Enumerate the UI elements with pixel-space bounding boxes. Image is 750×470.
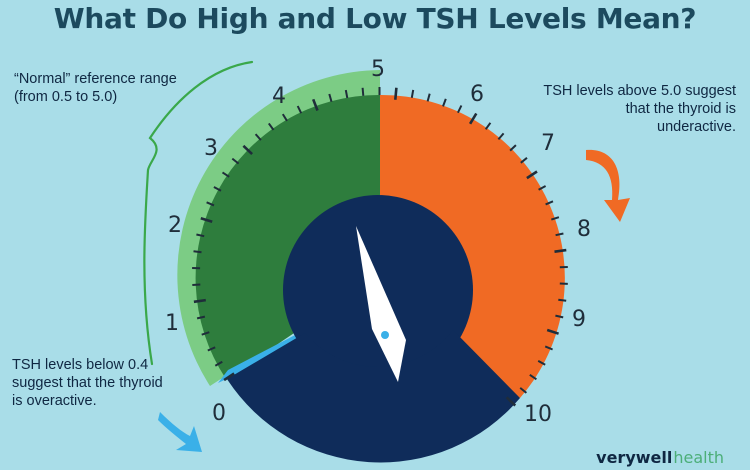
tick-mark xyxy=(207,346,216,352)
tick-mark xyxy=(550,216,560,221)
gauge-lower-body xyxy=(227,330,520,463)
tick-mark xyxy=(196,233,205,238)
brand-strong: verywell xyxy=(596,448,673,467)
page-title: What Do High and Low TSH Levels Mean? xyxy=(53,2,697,35)
high-note-line-3: underactive. xyxy=(657,119,736,135)
tick-mark xyxy=(196,315,206,320)
tick-mark xyxy=(457,105,463,114)
tick-mark xyxy=(344,89,349,99)
tick-mark xyxy=(200,216,213,224)
tick-mark xyxy=(231,157,240,165)
tick-mark xyxy=(267,122,275,131)
tick-mark xyxy=(394,87,398,100)
needle-pivot xyxy=(381,331,389,339)
high-note-line-1: TSH levels above 5.0 suggest xyxy=(543,83,736,99)
tick-mark xyxy=(221,171,230,178)
tick-mark xyxy=(201,331,210,336)
tick-label-8: 8 xyxy=(577,217,591,242)
tick-mark xyxy=(558,298,567,302)
low-note-line-1: TSH levels below 0.4 xyxy=(12,357,149,373)
high-level-note: TSH levels above 5.0 suggest that the th… xyxy=(543,82,736,136)
tick-label-3: 3 xyxy=(204,136,218,161)
tick-mark xyxy=(254,133,262,141)
normal-range-fill xyxy=(195,94,380,379)
tick-label-1: 1 xyxy=(165,311,179,336)
tick-mark xyxy=(468,112,478,125)
tick-mark xyxy=(214,360,223,367)
high-range-fill xyxy=(380,94,565,399)
tick-mark xyxy=(311,98,319,111)
tick-mark xyxy=(328,93,333,102)
tick-mark xyxy=(442,98,447,107)
tick-mark xyxy=(223,372,235,382)
tick-mark xyxy=(555,232,564,237)
brand-logo: verywellhealth xyxy=(596,448,724,467)
high-arrow-icon xyxy=(586,149,630,222)
low-range-wedge xyxy=(218,322,320,383)
gauge-ticks xyxy=(192,87,568,407)
tick-mark xyxy=(426,93,431,102)
tick-mark xyxy=(296,105,303,114)
tick-mark xyxy=(526,170,538,180)
tick-mark xyxy=(206,201,215,207)
tick-mark xyxy=(529,373,537,381)
tick-mark xyxy=(537,360,546,366)
low-note-line-2: suggest that the thyroid xyxy=(12,375,163,391)
tick-label-9: 9 xyxy=(572,307,586,332)
tick-mark xyxy=(555,314,564,319)
tick-mark xyxy=(213,186,222,192)
brand-light: health xyxy=(673,448,724,467)
normal-range-brace xyxy=(143,60,254,366)
gauge-needle xyxy=(356,226,406,382)
tick-label-4: 4 xyxy=(272,84,286,109)
tick-mark xyxy=(509,144,517,152)
tick-mark xyxy=(519,387,528,394)
tick-mark xyxy=(546,328,560,335)
tick-mark xyxy=(361,87,365,96)
normal-range-note: “Normal” reference range (from 0.5 to 5.… xyxy=(14,70,177,106)
low-level-note: TSH levels below 0.4 suggest that the th… xyxy=(12,356,163,410)
tick-label-5: 5 xyxy=(371,57,385,82)
low-arrow-icon xyxy=(158,412,202,452)
tick-mark xyxy=(193,298,206,304)
tick-label-2: 2 xyxy=(168,213,182,238)
tick-mark xyxy=(545,200,554,206)
tick-mark xyxy=(520,157,528,164)
tick-mark xyxy=(242,144,253,156)
normal-note-line-2: (from 0.5 to 5.0) xyxy=(14,89,118,105)
tick-label-6: 6 xyxy=(470,82,484,107)
tick-mark xyxy=(281,113,288,122)
tick-mark xyxy=(193,250,202,254)
tick-mark xyxy=(497,132,505,141)
tick-mark xyxy=(554,248,567,253)
tick-mark xyxy=(192,283,201,286)
tick-mark xyxy=(484,122,492,130)
tick-mark xyxy=(410,89,415,98)
tick-label-7: 7 xyxy=(541,131,555,156)
tick-mark xyxy=(538,185,547,191)
tick-mark xyxy=(544,345,553,351)
normal-note-line-1: “Normal” reference range xyxy=(14,71,177,87)
tick-label-10: 10 xyxy=(524,402,552,427)
high-note-line-2: that the thyroid is xyxy=(625,101,736,117)
low-note-line-3: is overactive. xyxy=(12,393,97,409)
tick-mark xyxy=(505,396,517,407)
tick-label-0: 0 xyxy=(212,401,226,426)
